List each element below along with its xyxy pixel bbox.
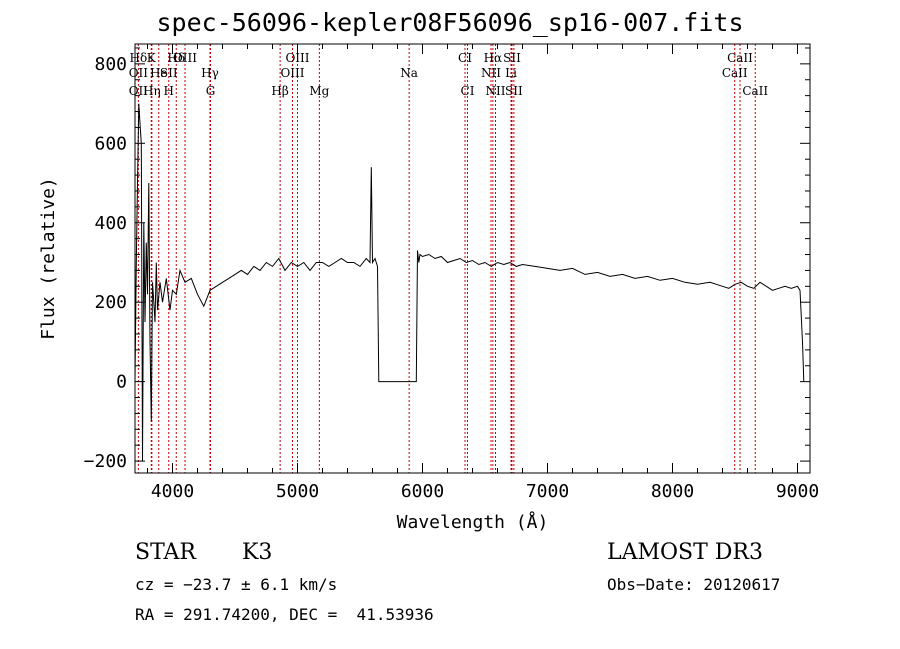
x-tick-label: 9000 — [776, 481, 819, 502]
x-axis-label: Wavelength (Å) — [397, 511, 549, 533]
redshift-velocity: cz = −23.7 ± 6.1 km/s — [135, 575, 338, 594]
line-label: NII — [481, 66, 501, 80]
plot-frame — [134, 43, 811, 474]
line-label: Hδ — [167, 51, 185, 65]
line-label: G — [206, 84, 216, 98]
line-label: NII — [486, 84, 506, 98]
y-tick-label: 400 — [94, 213, 127, 234]
line-label: SII — [503, 51, 521, 65]
x-tick-label: 8000 — [651, 481, 694, 502]
line-label: CaII — [742, 84, 768, 98]
subclass-label: K3 — [242, 540, 273, 565]
x-tick-label: 6000 — [401, 481, 444, 502]
y-tick-label: 800 — [94, 54, 127, 75]
y-axis-label: Flux (relative) — [38, 177, 59, 340]
y-axis-ticks: −200 0 200 400 600 800 — [84, 47, 810, 472]
line-label: Hβ — [271, 84, 288, 98]
class-label: STAR — [135, 540, 196, 565]
y-tick-label: 0 — [116, 372, 127, 393]
coordinates: RA = 291.74200, DEC = 41.53936 — [135, 605, 434, 624]
line-label: CI — [458, 51, 472, 65]
x-tick-label: 4000 — [151, 481, 194, 502]
y-tick-label: −200 — [84, 451, 127, 472]
line-label: OIII — [280, 66, 304, 80]
line-label: Hα — [484, 51, 503, 65]
line-label: CaII — [722, 66, 748, 80]
x-axis-ticks: 4000 5000 6000 7000 8000 9000 — [147, 44, 819, 502]
line-label: OII — [129, 84, 149, 98]
line-label: Na — [400, 66, 418, 80]
line-label: CaII — [727, 51, 753, 65]
line-label: SII — [505, 84, 523, 98]
y-tick-label: 600 — [94, 133, 127, 154]
line-label: He — [150, 66, 168, 80]
line-label: K — [147, 51, 157, 65]
line-label: Li — [505, 66, 517, 80]
line-label: Hγ — [201, 66, 219, 80]
x-tick-label: 7000 — [526, 481, 569, 502]
survey-label: LAMOST DR3 — [607, 540, 763, 565]
y-tick-label: 200 — [94, 292, 127, 313]
chart-title: spec-56096-kepler08F56096_sp16-007.fits — [156, 8, 744, 37]
x-tick-label: 5000 — [276, 481, 319, 502]
line-label: CI — [461, 84, 475, 98]
emission-line-markers — [137, 44, 756, 473]
observation-date: Obs−Date: 20120617 — [607, 575, 781, 594]
line-label: H — [164, 84, 174, 98]
line-label: OIII — [285, 51, 309, 65]
line-label: OIII — [173, 51, 197, 65]
line-label: Hδ — [130, 51, 148, 65]
line-label: SII — [160, 66, 178, 80]
line-label: Hη — [143, 84, 161, 98]
spectrum-series-line — [134, 103, 805, 462]
line-label: Mg — [309, 84, 329, 98]
line-label: OII — [129, 66, 149, 80]
